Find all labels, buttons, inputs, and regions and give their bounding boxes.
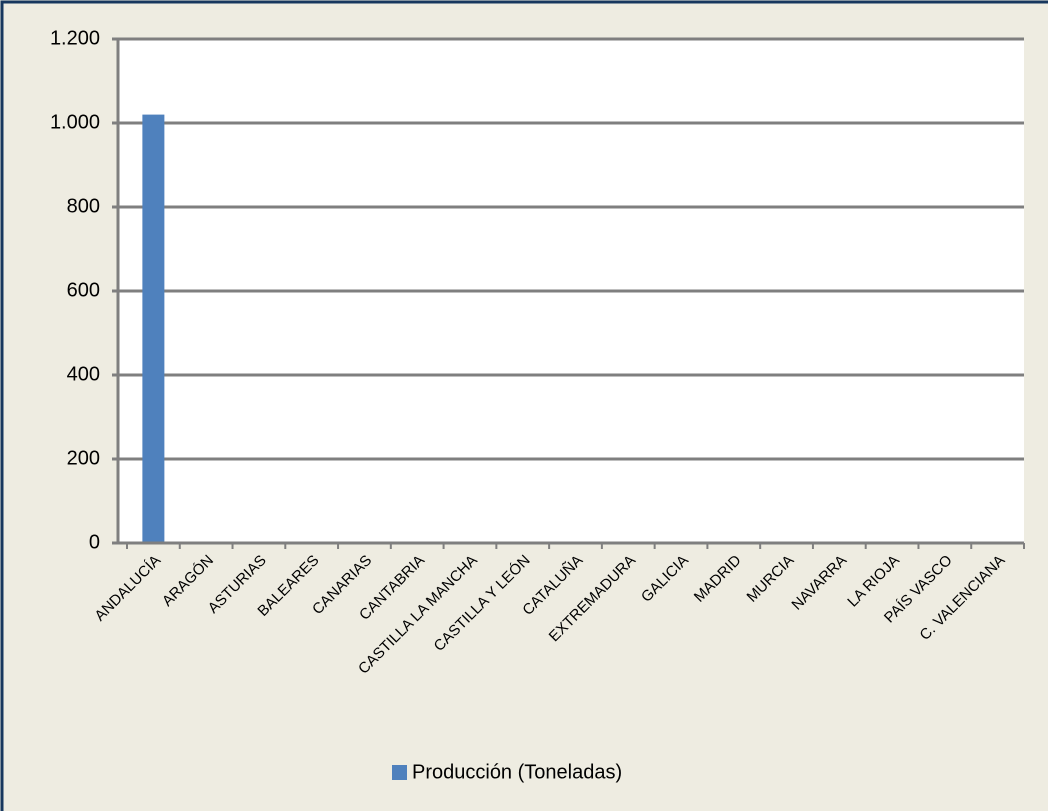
y-tick-label: 1.200 (50, 27, 100, 49)
legend-label: Producción (Toneladas) (412, 761, 622, 783)
bar (142, 114, 165, 543)
y-tick-label: 600 (67, 279, 100, 301)
legend-swatch (392, 765, 407, 780)
y-tick-label: 200 (67, 447, 100, 469)
y-tick-label: 0 (89, 531, 100, 553)
y-tick-label: 1.000 (50, 111, 100, 133)
y-tick-label: 800 (67, 195, 100, 217)
y-tick-label: 400 (67, 363, 100, 385)
